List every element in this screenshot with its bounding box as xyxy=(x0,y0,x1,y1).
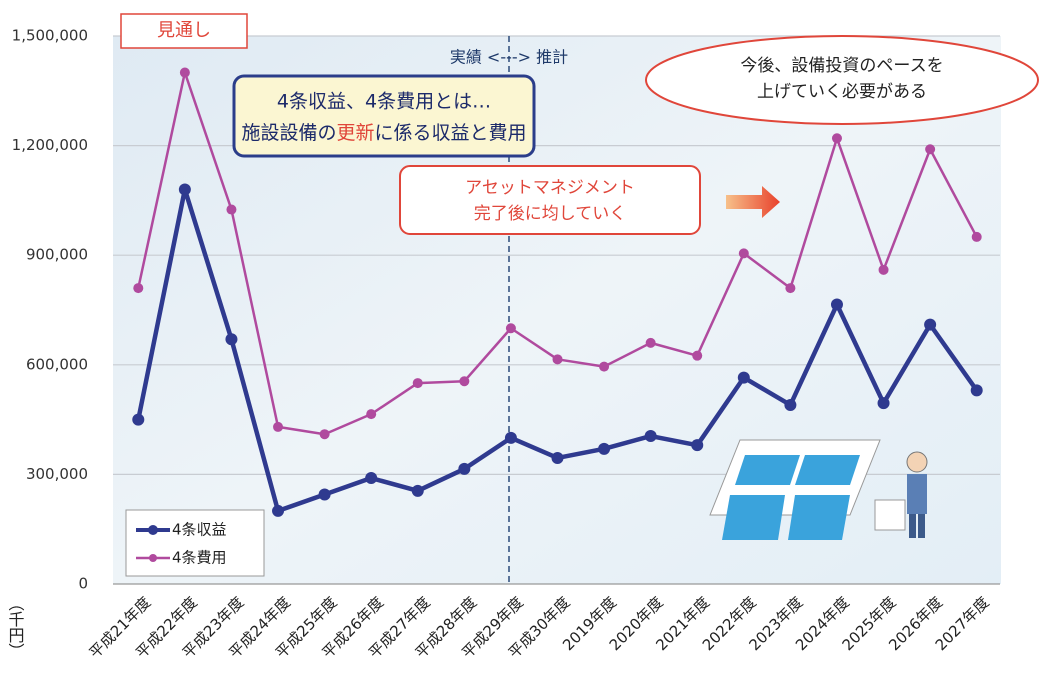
point-marker xyxy=(553,354,563,364)
point-marker xyxy=(598,443,610,455)
point-marker xyxy=(879,265,889,275)
point-marker xyxy=(133,283,143,293)
point-marker xyxy=(599,362,609,372)
point-marker xyxy=(972,232,982,242)
point-marker xyxy=(132,414,144,426)
y-tick-label: 1,500,000 xyxy=(12,27,88,45)
legend-marker xyxy=(148,525,158,535)
point-marker xyxy=(319,488,331,500)
point-marker xyxy=(505,432,517,444)
point-marker xyxy=(645,430,657,442)
definition-line2: 施設設備の更新に係る収益と費用 xyxy=(241,122,526,144)
definition-text: に係る収益と費用 xyxy=(375,122,527,144)
point-marker xyxy=(459,376,469,386)
point-marker xyxy=(925,144,935,154)
point-marker xyxy=(413,378,423,388)
point-marker xyxy=(225,333,237,345)
pace-line1: 今後、設備投資のペースを xyxy=(740,56,943,76)
point-marker xyxy=(831,299,843,311)
legend-marker xyxy=(149,554,157,562)
definition-line1: 4条収益、4条費用とは… xyxy=(277,91,491,113)
point-marker xyxy=(180,68,190,78)
point-marker xyxy=(272,505,284,517)
point-marker xyxy=(971,384,983,396)
point-marker xyxy=(226,205,236,215)
point-marker xyxy=(458,463,470,475)
point-marker xyxy=(738,372,750,384)
point-marker xyxy=(878,397,890,409)
point-marker xyxy=(692,351,702,361)
point-marker xyxy=(739,248,749,258)
point-marker xyxy=(273,422,283,432)
y-tick-label: 300,000 xyxy=(26,465,88,483)
point-marker xyxy=(320,429,330,439)
legend-label: 4条費用 xyxy=(172,549,227,567)
point-marker xyxy=(506,323,516,333)
point-marker xyxy=(552,452,564,464)
pace-ellipse xyxy=(646,36,1038,124)
definition-text: 施設設備の xyxy=(241,122,336,144)
point-marker xyxy=(924,319,936,331)
point-marker xyxy=(646,338,656,348)
legend-label: 4条収益 xyxy=(172,521,227,539)
point-marker xyxy=(366,409,376,419)
chart: 0 300,000 600,000 900,000 1,200,000 1,500,000… xyxy=(0,0,1040,691)
point-marker xyxy=(785,283,795,293)
y-tick-label: 0 xyxy=(78,575,88,593)
period-label: 実績 <-‐-> 推計 xyxy=(450,48,568,67)
y-tick-label: 600,000 xyxy=(26,355,88,373)
y-tick-label: 900,000 xyxy=(26,246,88,264)
definition-box xyxy=(234,76,534,156)
pace-line2: 上げていく必要がある xyxy=(757,82,927,102)
definition-highlight: 更新 xyxy=(336,122,374,144)
point-marker xyxy=(412,485,424,497)
y-tick-label: 1,200,000 xyxy=(12,136,88,154)
y-axis-label: （千円） xyxy=(6,595,25,659)
outlook-label: 見通し xyxy=(157,20,211,41)
asset-line2: 完了後に均していく xyxy=(474,204,627,224)
point-marker xyxy=(832,133,842,143)
asset-line1: アセットマネジメント xyxy=(465,178,635,198)
point-marker xyxy=(784,399,796,411)
point-marker xyxy=(365,472,377,484)
point-marker xyxy=(691,439,703,451)
point-marker xyxy=(179,183,191,195)
